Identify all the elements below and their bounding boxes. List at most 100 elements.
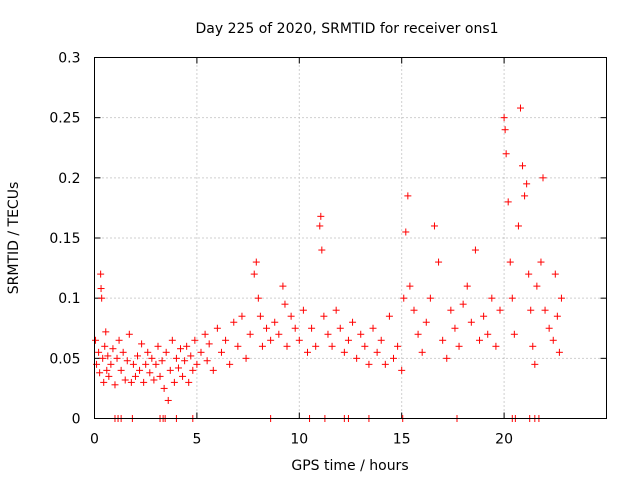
data-point <box>451 324 459 332</box>
data-point <box>317 212 325 220</box>
data-point <box>539 174 547 182</box>
y-tick-label: 0.15 <box>49 231 80 247</box>
data-point <box>525 270 533 278</box>
data-point <box>138 340 146 348</box>
data-point <box>152 360 160 368</box>
data-point <box>506 258 514 266</box>
data-point <box>117 366 125 374</box>
data-point <box>217 348 225 356</box>
data-point <box>158 357 166 365</box>
data-point <box>179 372 187 380</box>
data-point <box>281 300 289 308</box>
data-point <box>166 366 174 374</box>
y-axis-label: SRMTID / TECUs <box>6 182 22 295</box>
data-point <box>308 324 316 332</box>
data-point <box>531 360 539 368</box>
data-point <box>119 348 127 356</box>
data-point <box>164 396 172 404</box>
data-point <box>238 312 246 320</box>
data-point <box>115 336 123 344</box>
data-point <box>146 369 154 377</box>
data-point <box>95 348 103 356</box>
data-point <box>150 376 158 384</box>
data-point <box>459 300 467 308</box>
data-point <box>213 324 221 332</box>
x-tick-label: 10 <box>290 432 308 448</box>
data-point <box>320 312 328 320</box>
data-point <box>551 270 559 278</box>
data-point <box>125 330 133 338</box>
data-point <box>271 318 279 326</box>
data-point <box>328 342 336 350</box>
data-point <box>502 150 510 158</box>
x-tick-labels: 0 5 10 15 20 <box>90 432 513 448</box>
y-tick-label: 0.2 <box>58 171 80 187</box>
data-point <box>109 345 117 353</box>
data-point <box>275 330 283 338</box>
data-point <box>318 246 326 254</box>
data-point <box>174 364 182 372</box>
data-point <box>447 306 455 314</box>
data-point <box>234 342 242 350</box>
data-point <box>519 162 527 170</box>
data-point <box>162 348 170 356</box>
data-point <box>191 336 199 344</box>
data-point <box>107 360 115 368</box>
data-point <box>104 352 112 360</box>
data-point <box>443 354 451 362</box>
data-point <box>181 357 189 365</box>
data-point <box>279 282 287 290</box>
data-point <box>455 342 463 350</box>
data-point <box>283 342 291 350</box>
data-point <box>549 336 557 344</box>
data-point <box>177 345 185 353</box>
data-point <box>510 330 518 338</box>
data-point <box>484 330 492 338</box>
data-point <box>185 378 193 386</box>
data-point <box>463 282 471 290</box>
data-point <box>92 336 100 344</box>
data-point <box>226 360 234 368</box>
data-point <box>521 192 529 200</box>
data-point <box>381 360 389 368</box>
data-point <box>336 324 344 332</box>
data-point <box>545 324 553 332</box>
data-point <box>557 294 565 302</box>
y-tick-label: 0 <box>72 412 81 428</box>
data-point <box>332 306 340 314</box>
data-point <box>209 366 217 374</box>
data-point <box>127 378 135 386</box>
data-point <box>148 354 156 362</box>
data-point <box>230 318 238 326</box>
x-tick-label: 15 <box>393 432 411 448</box>
data-point <box>160 384 168 392</box>
data-point <box>430 222 438 230</box>
data-point <box>303 348 311 356</box>
data-point <box>353 354 361 362</box>
x-tick-label: 5 <box>192 432 201 448</box>
data-point <box>555 348 563 356</box>
data-point <box>154 342 162 350</box>
data-point <box>295 336 303 344</box>
data-point <box>541 306 549 314</box>
data-point <box>299 306 307 314</box>
data-point <box>523 180 531 188</box>
data-point <box>426 294 434 302</box>
data-point <box>131 372 139 380</box>
data-point <box>316 222 324 230</box>
data-point <box>254 294 262 302</box>
data-point <box>189 366 197 374</box>
data-point <box>97 285 105 293</box>
x-tick-label: 0 <box>90 432 99 448</box>
plot-frame <box>94 57 607 419</box>
y-tick-label: 0.05 <box>49 351 80 367</box>
data-point <box>242 354 250 362</box>
data-point <box>527 306 535 314</box>
data-point <box>553 312 561 320</box>
data-point <box>203 357 211 365</box>
data-point <box>369 324 377 332</box>
data-point <box>103 366 111 374</box>
data-point <box>205 340 213 348</box>
data-point <box>99 354 107 362</box>
